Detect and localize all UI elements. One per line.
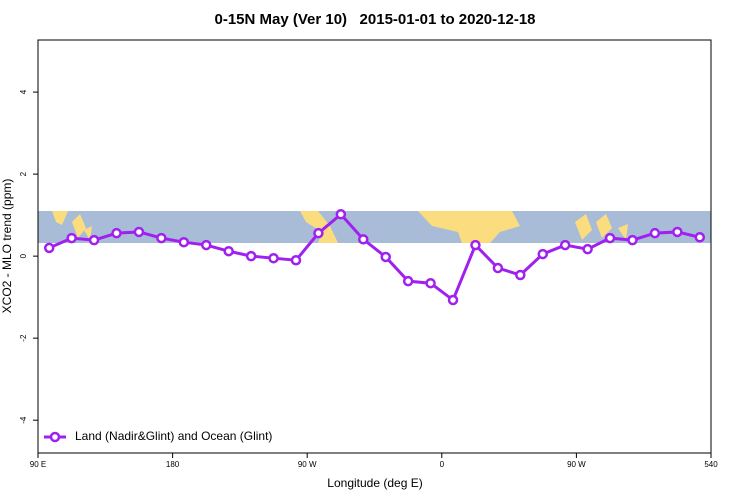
data-point bbox=[672, 226, 683, 238]
x-tick-label: 540 bbox=[704, 460, 718, 469]
data-point bbox=[313, 227, 324, 239]
data-point bbox=[649, 227, 661, 239]
data-point bbox=[178, 236, 190, 248]
data-point bbox=[627, 234, 638, 246]
x-tick-label: 90 W bbox=[298, 460, 317, 469]
data-point bbox=[335, 209, 347, 220]
data-point bbox=[201, 239, 212, 251]
x-tick-label: 90 W bbox=[567, 460, 586, 469]
data-point bbox=[470, 239, 481, 251]
data-point bbox=[245, 250, 257, 262]
data-point bbox=[66, 232, 77, 244]
data-point bbox=[223, 245, 234, 257]
data-point bbox=[358, 234, 369, 245]
data-point bbox=[582, 243, 593, 255]
data-point bbox=[559, 239, 571, 251]
data-point bbox=[133, 226, 145, 238]
x-tick-label: 180 bbox=[166, 460, 180, 469]
y-tick-label: -4 bbox=[19, 416, 28, 424]
y-tick-label: 2 bbox=[19, 171, 28, 176]
data-point bbox=[425, 277, 436, 289]
data-point bbox=[268, 252, 279, 264]
data-point bbox=[380, 251, 391, 263]
data-point bbox=[402, 275, 414, 287]
data-point bbox=[290, 254, 302, 266]
data-point bbox=[88, 234, 100, 246]
data-point bbox=[537, 248, 548, 260]
data-point bbox=[156, 232, 167, 244]
data-point bbox=[43, 242, 55, 254]
data-point bbox=[111, 227, 122, 239]
x-tick-label: 90 E bbox=[30, 460, 46, 469]
y-tick-label: -2 bbox=[19, 334, 28, 342]
x-axis-label: Longitude (deg E) bbox=[327, 476, 422, 490]
y-axis-label: XCO2 - MLO trend (ppm) bbox=[0, 179, 14, 314]
y-tick-label: 4 bbox=[19, 89, 28, 94]
data-point bbox=[447, 294, 459, 306]
data-point bbox=[694, 232, 706, 243]
y-tick-label: 0 bbox=[19, 253, 28, 258]
data-point bbox=[604, 232, 616, 244]
data-point bbox=[492, 262, 504, 274]
chart-title: 0-15N May (Ver 10) 2015-01-01 to 2020-12… bbox=[214, 11, 535, 28]
legend-marker bbox=[49, 431, 61, 443]
plot-frame bbox=[37, 39, 712, 454]
data-point bbox=[515, 269, 526, 281]
map-background bbox=[38, 211, 711, 243]
legend-label: Land (Nadir&Glint) and Ocean (Glint) bbox=[75, 429, 272, 443]
legend: Land (Nadir&Glint) and Ocean (Glint) bbox=[44, 429, 272, 443]
x-tick-label: 0 bbox=[440, 460, 445, 469]
